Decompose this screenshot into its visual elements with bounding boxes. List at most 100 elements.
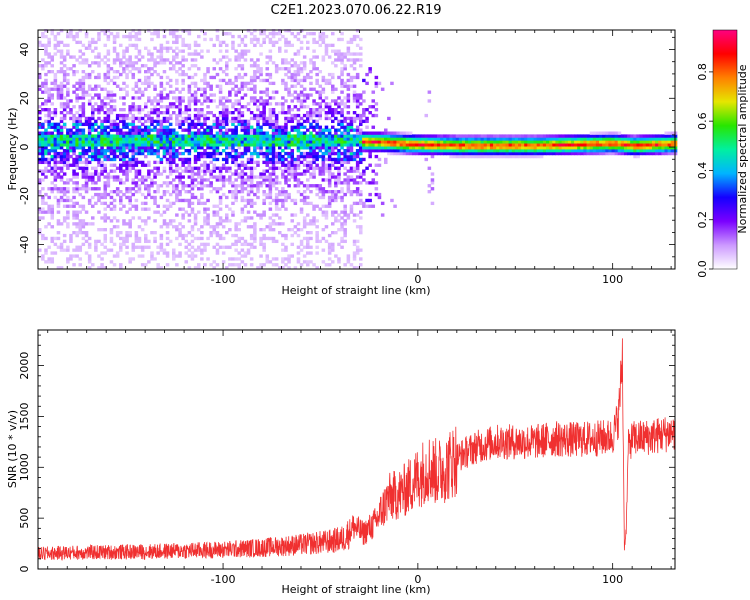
heatmap-cell xyxy=(249,204,254,208)
heatmap-cell xyxy=(53,84,58,88)
heatmap-cell xyxy=(271,239,276,244)
heatmap-cell xyxy=(334,216,338,220)
heatmap-cell xyxy=(97,198,101,203)
heatmap-cell xyxy=(221,40,226,45)
heatmap-cell xyxy=(299,70,304,74)
heatmap-cell xyxy=(103,216,108,220)
heatmap-cell xyxy=(673,146,678,150)
heatmap-cell xyxy=(56,140,61,144)
heatmap-cell xyxy=(159,157,164,162)
heatmap-cell xyxy=(203,81,207,86)
heatmap-cell xyxy=(281,143,285,147)
heatmap-cell xyxy=(206,134,210,138)
heatmap-cell xyxy=(340,58,344,62)
heatmap-cell xyxy=(206,81,210,86)
heatmap-cell xyxy=(234,228,238,232)
heatmap-cell xyxy=(66,154,70,159)
heatmap-cell xyxy=(256,40,260,45)
heatmap-cell xyxy=(134,46,139,50)
heatmap-cell xyxy=(377,157,382,162)
heatmap-cell xyxy=(47,119,51,124)
heatmap-cell xyxy=(56,210,61,214)
heatmap-cell xyxy=(72,37,76,42)
heatmap-cell xyxy=(225,245,229,249)
heatmap-cell xyxy=(215,231,220,235)
heatmap-cell xyxy=(197,154,201,159)
heatmap-cell xyxy=(355,225,360,229)
heatmap-cell xyxy=(315,166,319,170)
heatmap-cell xyxy=(234,233,238,238)
heatmap-cell xyxy=(458,149,463,153)
heatmap-cell xyxy=(268,113,273,118)
heatmap-cell xyxy=(165,49,170,53)
heatmap-cell xyxy=(50,236,55,241)
heatmap-cell xyxy=(240,151,245,156)
heatmap-cell xyxy=(274,166,279,170)
heatmap-cell xyxy=(633,143,637,147)
heatmap-cell xyxy=(115,125,120,129)
heatmap-cell xyxy=(564,143,569,147)
heatmap-cell xyxy=(66,222,70,226)
heatmap-cell xyxy=(321,190,326,194)
heatmap-cell xyxy=(246,201,251,206)
heatmap-cell xyxy=(274,204,279,208)
heatmap-cell xyxy=(246,160,251,165)
heatmap-cell xyxy=(59,169,64,173)
heatmap-cell xyxy=(349,178,354,182)
heatmap-cell xyxy=(624,140,628,144)
heatmap-cell xyxy=(284,143,288,147)
heatmap-cell xyxy=(427,140,432,144)
heatmap-cell xyxy=(262,108,266,112)
heatmap-cell xyxy=(318,105,323,109)
heatmap-cell xyxy=(81,93,86,97)
heatmap-cell xyxy=(290,160,295,165)
heatmap-cell xyxy=(178,192,182,197)
heatmap-cell xyxy=(262,233,266,238)
heatmap-cell xyxy=(315,72,319,77)
heatmap-cell xyxy=(352,178,357,182)
heatmap-cell xyxy=(592,140,597,144)
heatmap-cell xyxy=(346,187,351,191)
heatmap-cell xyxy=(75,231,79,235)
heatmap-cell xyxy=(449,140,453,144)
heatmap-cell xyxy=(327,81,332,86)
heatmap-cell xyxy=(59,143,64,147)
heatmap-cell xyxy=(190,187,195,191)
heatmap-cell xyxy=(349,137,354,141)
heatmap-cell xyxy=(97,72,101,77)
heatmap-cell xyxy=(256,184,260,188)
heatmap-cell xyxy=(206,219,210,223)
heatmap-cell xyxy=(109,260,114,264)
heatmap-cell xyxy=(499,137,503,141)
heatmap-cell xyxy=(302,260,307,264)
heatmap-cell xyxy=(499,151,503,156)
heatmap-cell xyxy=(147,70,151,74)
heatmap-cell xyxy=(84,90,89,94)
heatmap-cell xyxy=(306,169,310,173)
heatmap-cell xyxy=(215,143,220,147)
heatmap-cell xyxy=(234,151,238,156)
heatmap-cell xyxy=(571,134,575,138)
heatmap-cell xyxy=(296,228,301,232)
heatmap-cell xyxy=(349,169,354,173)
heatmap-cell xyxy=(231,184,235,188)
heatmap-cell xyxy=(430,146,435,150)
heatmap-cell xyxy=(290,75,295,80)
heatmap-cell xyxy=(355,58,360,62)
heatmap-cell xyxy=(427,151,432,156)
heatmap-cell xyxy=(175,184,179,188)
heatmap-cell xyxy=(508,151,513,156)
heatmap-cell xyxy=(50,102,55,106)
heatmap-cell xyxy=(203,216,207,220)
heatmap-cell xyxy=(84,175,89,179)
heatmap-cell xyxy=(175,99,179,103)
heatmap-cell xyxy=(165,149,170,153)
heatmap-cell xyxy=(100,131,104,135)
heatmap-cell xyxy=(337,178,341,182)
heatmap-cell xyxy=(633,149,637,153)
heatmap-cell xyxy=(611,140,616,144)
heatmap-cell xyxy=(237,172,242,176)
heatmap-cell xyxy=(162,134,167,138)
heatmap-cell xyxy=(284,248,288,252)
